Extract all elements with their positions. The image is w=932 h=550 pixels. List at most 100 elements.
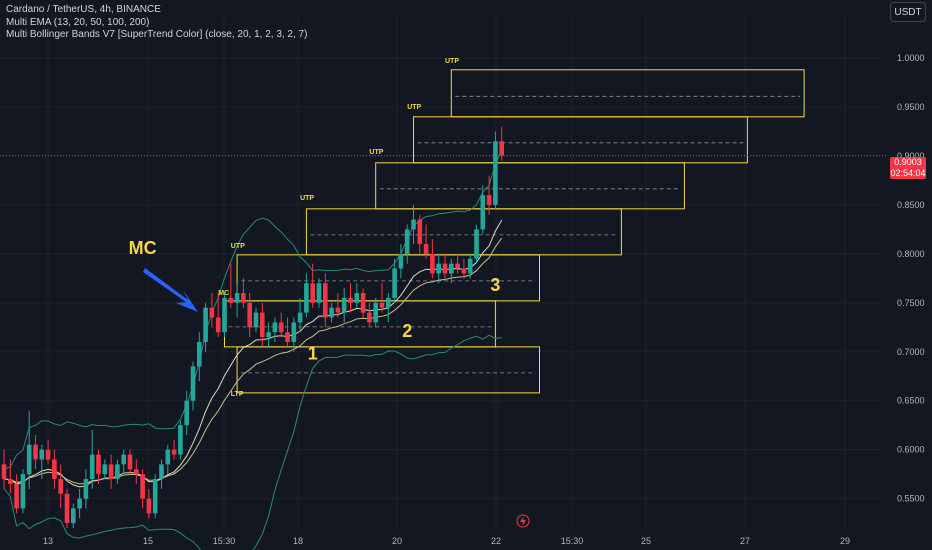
candle-body xyxy=(52,459,57,480)
y-tick-label: 1.0000 xyxy=(897,53,925,63)
candle-body xyxy=(260,312,265,338)
candle-body xyxy=(474,229,479,259)
box-label: UTP xyxy=(300,195,314,202)
x-tick-label: 29 xyxy=(840,536,850,546)
x-tick-label: 18 xyxy=(293,536,303,546)
annotations: UTP UTP UTP UTP UTP MC LTP MC 1 2 3 xyxy=(129,58,501,398)
indicator-ema[interactable]: Multi EMA (13, 20, 50, 100, 200) xyxy=(6,16,150,28)
candle-body xyxy=(411,219,416,230)
candle-body xyxy=(8,479,13,484)
candle-body xyxy=(159,464,164,480)
price-axis[interactable]: 1.0000 0.9500 0.9000 0.8500 0.8000 0.7500 0.70… xyxy=(897,53,925,504)
current-price-value: 0.9003 xyxy=(894,157,922,167)
current-price-tag: 0.9003 02:54:04 xyxy=(890,157,926,179)
callout-label: MC xyxy=(129,238,157,258)
candle-body xyxy=(33,444,38,460)
candle-body xyxy=(197,341,202,367)
indicator-bb[interactable]: Multi Bollinger Bands V7 [SuperTrend Col… xyxy=(6,29,308,40)
candle-body xyxy=(1,464,7,480)
time-axis[interactable]: 13 15 15:30 18 20 22 15:30 25 27 29 xyxy=(43,536,850,546)
box-label: UTP xyxy=(369,149,383,156)
candle-body xyxy=(96,454,101,475)
y-tick-label: 0.6000 xyxy=(897,445,925,455)
candle-body xyxy=(203,307,208,342)
candle-body xyxy=(121,454,126,465)
candle-body xyxy=(480,195,486,230)
candle-body xyxy=(71,508,76,524)
y-tick-label: 0.9500 xyxy=(897,102,925,112)
candle-body xyxy=(297,312,303,323)
candle-body xyxy=(190,366,196,401)
y-tick-label: 0.9000 xyxy=(897,151,925,161)
ema-line xyxy=(3,237,503,485)
chart-legend: Cardano / TetherUS, 4h, BINANCE Multi EM… xyxy=(6,4,307,42)
target-box xyxy=(224,300,496,348)
candle-body xyxy=(323,283,328,318)
candle-body xyxy=(449,263,454,274)
candle-body xyxy=(354,293,360,303)
candle-body xyxy=(486,195,492,205)
candle-body xyxy=(228,297,234,303)
candle-body xyxy=(165,449,171,465)
candle-body xyxy=(304,283,309,313)
candle-body xyxy=(209,307,215,318)
candle-body xyxy=(26,444,32,475)
candle-body xyxy=(14,483,19,509)
candle-body xyxy=(20,474,26,509)
x-tick-label: 25 xyxy=(641,536,651,546)
candle-body xyxy=(58,479,63,494)
flash-icon[interactable] xyxy=(516,514,530,528)
box-label: MC xyxy=(218,290,229,297)
x-tick-label: 13 xyxy=(43,536,53,546)
y-tick-label: 0.5500 xyxy=(897,494,925,504)
candle-body xyxy=(493,141,498,205)
candle-body xyxy=(455,263,460,269)
candle-body xyxy=(64,493,70,524)
y-tick-label: 0.8500 xyxy=(897,200,925,210)
candle-body xyxy=(417,219,423,245)
candle-body xyxy=(127,454,133,470)
y-tick-label: 0.7000 xyxy=(897,347,925,357)
candle-body xyxy=(152,479,158,514)
ema-line xyxy=(3,219,503,488)
x-tick-label: 27 xyxy=(740,536,750,546)
candle-body xyxy=(335,307,341,313)
mc-arrow-icon xyxy=(143,268,198,312)
x-tick-label: 15:30 xyxy=(561,536,584,546)
box-label: UTP xyxy=(407,104,421,111)
x-tick-label: 15 xyxy=(143,536,153,546)
box-label: UTP xyxy=(231,243,245,250)
currency-button[interactable]: USDT xyxy=(890,2,926,22)
target-box xyxy=(236,346,540,394)
candle-body xyxy=(423,244,429,254)
candle-body xyxy=(178,425,183,455)
candles xyxy=(1,126,504,528)
x-tick-label: 15:30 xyxy=(213,536,236,546)
callout-label: 1 xyxy=(308,344,318,364)
box-label: UTP xyxy=(445,58,459,65)
candle-body xyxy=(329,307,334,318)
candle-body xyxy=(291,322,297,342)
candle-body xyxy=(45,449,51,460)
target-box xyxy=(375,162,685,210)
candle-body xyxy=(285,332,290,342)
bb-lower xyxy=(3,334,502,550)
candle-body xyxy=(134,469,139,475)
candle-body xyxy=(348,297,353,303)
y-tick-label: 0.6500 xyxy=(897,396,925,406)
bb-upper xyxy=(3,149,503,470)
candle-body xyxy=(278,322,284,333)
candle-body xyxy=(115,464,120,480)
candle-body xyxy=(89,454,95,480)
candle-body xyxy=(467,258,473,274)
candle-body xyxy=(241,293,246,303)
x-tick-label: 20 xyxy=(392,536,402,546)
candle-body xyxy=(316,283,322,303)
candle-body xyxy=(171,449,177,455)
y-tick-label: 0.7500 xyxy=(897,298,925,308)
candle-body xyxy=(247,302,252,328)
candle-body xyxy=(215,317,221,333)
candle-body xyxy=(436,263,441,274)
symbol-title[interactable]: Cardano / TetherUS, 4h, BINANCE xyxy=(6,4,161,15)
